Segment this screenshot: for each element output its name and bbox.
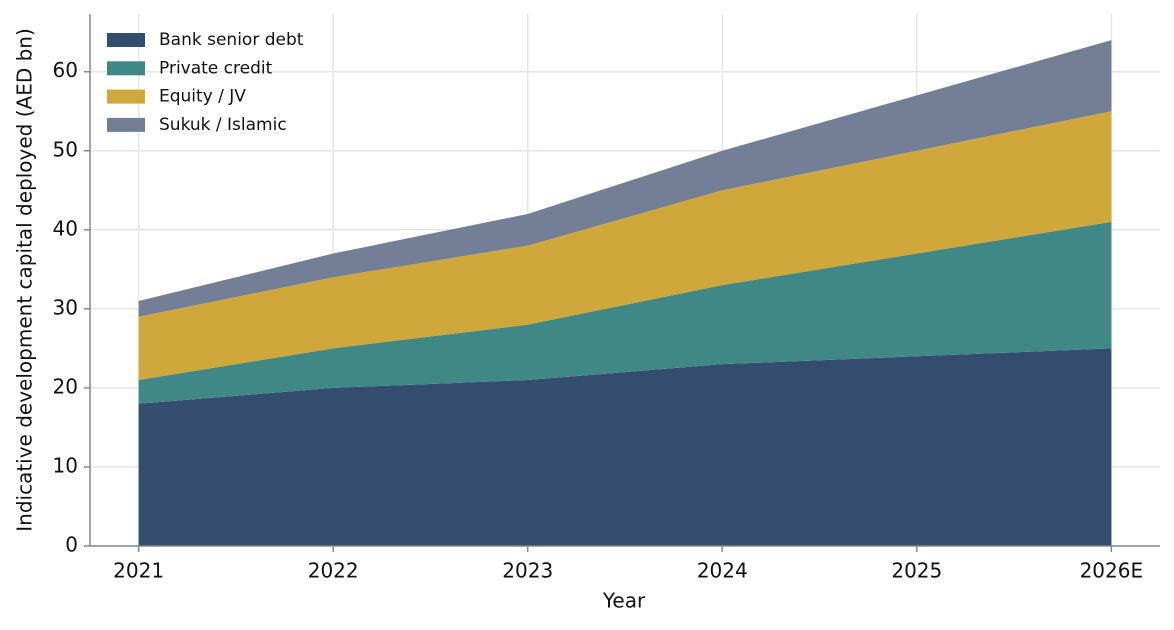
legend-label: Equity / JV xyxy=(159,87,246,107)
area xyxy=(138,348,1112,546)
legend-label: Sukuk / Islamic xyxy=(159,115,287,135)
area xyxy=(138,111,1112,380)
legend-label: Bank senior debt xyxy=(159,30,304,50)
legend-swatch xyxy=(107,33,145,47)
y-tick-label: 30 xyxy=(53,295,78,319)
y-tick-label: 10 xyxy=(53,453,78,477)
x-axis-label: Year xyxy=(602,589,646,613)
legend-swatch xyxy=(107,61,145,76)
area xyxy=(138,221,1112,404)
legend-swatch xyxy=(107,89,145,104)
x-tick-label: 2021 xyxy=(113,559,164,583)
y-tick-label: 0 xyxy=(65,533,78,557)
x-tick-label: 2022 xyxy=(308,559,359,583)
x-tick-label: 2024 xyxy=(697,559,748,583)
y-tick-label: 20 xyxy=(53,374,78,398)
x-tick-label: 2026E xyxy=(1080,559,1144,583)
y-tick-label: 40 xyxy=(53,216,78,240)
legend-swatch xyxy=(107,117,145,132)
area xyxy=(138,40,1112,317)
y-tick-label: 50 xyxy=(53,137,78,161)
legend-label: Private credit xyxy=(159,58,273,78)
y-tick-label: 60 xyxy=(53,58,78,82)
y-axis-label: Indicative development capital deployed … xyxy=(13,28,37,532)
x-tick-label: 2025 xyxy=(891,559,942,583)
x-tick-label: 2023 xyxy=(502,559,553,583)
